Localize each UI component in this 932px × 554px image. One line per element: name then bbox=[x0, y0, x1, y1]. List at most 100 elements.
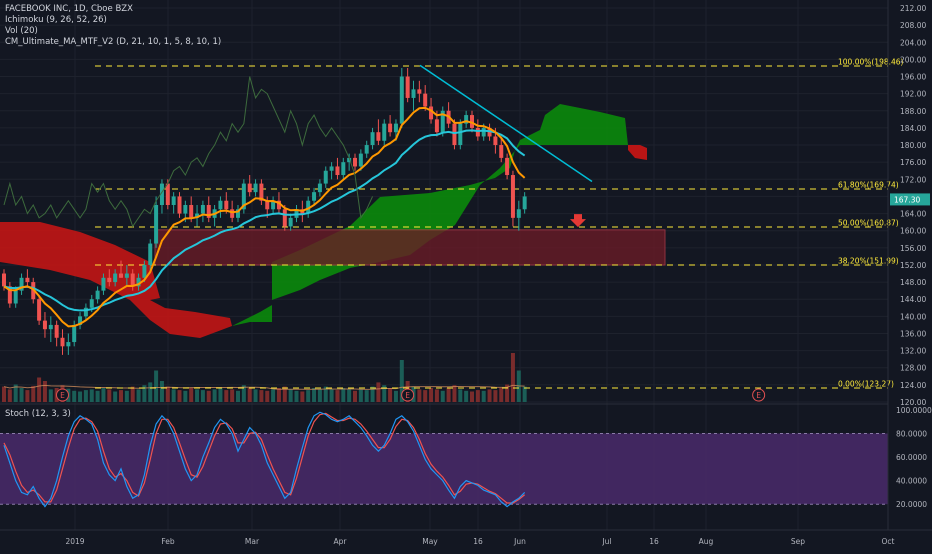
volume-bar bbox=[522, 386, 527, 402]
candle-body bbox=[458, 123, 463, 146]
candle-body bbox=[218, 200, 223, 210]
volume-bar bbox=[31, 385, 36, 402]
price-tick-label: 176.00 bbox=[900, 158, 926, 167]
chikou-line bbox=[3, 76, 374, 228]
volume-bar bbox=[2, 386, 6, 402]
fib-label: 38.20%(151.99) bbox=[838, 256, 899, 265]
candle-body bbox=[358, 153, 363, 167]
ichimoku-label[interactable]: Ichimoku (9, 26, 52, 26) bbox=[5, 15, 107, 25]
candle-body bbox=[510, 175, 515, 218]
volume-bar bbox=[481, 390, 486, 402]
trendline bbox=[419, 64, 593, 183]
moving-averages bbox=[3, 76, 526, 328]
candle-body bbox=[136, 277, 141, 287]
volume-bar bbox=[335, 390, 340, 402]
current-price-badge bbox=[890, 193, 930, 206]
candle-body bbox=[493, 136, 498, 146]
volume-bar bbox=[154, 370, 159, 402]
volume-bar bbox=[165, 386, 170, 402]
volume-bar bbox=[388, 388, 393, 402]
volume-bar bbox=[429, 388, 434, 402]
ma-label[interactable]: CM_Ultimate_MA_MTF_V2 (D, 21, 10, 1, 5, … bbox=[5, 37, 222, 47]
candle-body bbox=[411, 89, 416, 98]
volume-bar bbox=[142, 385, 147, 402]
price-tick-label: 192.00 bbox=[900, 90, 926, 99]
volume-bar bbox=[312, 388, 317, 402]
candle-body bbox=[329, 166, 334, 171]
price-tick-label: 180.00 bbox=[900, 141, 926, 150]
candle-body bbox=[499, 145, 504, 158]
candle-body bbox=[13, 290, 18, 304]
fibonacci-levels: 100.00%(198.46) 61.80%(169.74) 50.00%(160.… bbox=[95, 57, 904, 389]
candle-body bbox=[7, 286, 12, 304]
price-tick-label: 152.00 bbox=[900, 261, 926, 270]
time-tick-label: Jul bbox=[601, 537, 611, 546]
volume-bar bbox=[317, 389, 322, 402]
volume-bar bbox=[7, 389, 12, 402]
volume-bar bbox=[475, 390, 480, 402]
candle-body bbox=[347, 157, 352, 163]
volume-bar bbox=[72, 390, 77, 402]
volume-bar bbox=[206, 390, 211, 402]
volume-label[interactable]: Vol (20) bbox=[5, 26, 38, 36]
current-price-label: 167.30 bbox=[894, 195, 920, 204]
earnings-marker-label: E bbox=[60, 391, 65, 400]
volume-bar bbox=[323, 386, 328, 402]
volume-bar bbox=[306, 390, 311, 402]
candle-body bbox=[323, 170, 328, 184]
candle-body bbox=[253, 183, 258, 193]
candle-body bbox=[130, 273, 135, 287]
candle-body bbox=[440, 110, 445, 133]
candle-body bbox=[382, 123, 387, 141]
fib-label: 61.80%(169.74) bbox=[838, 180, 899, 189]
candle-body bbox=[124, 273, 129, 278]
volume-bar bbox=[236, 390, 240, 402]
candle-body bbox=[405, 76, 410, 98]
volume-bar bbox=[183, 390, 188, 402]
candle-body bbox=[177, 196, 182, 214]
candle-body bbox=[101, 277, 106, 291]
price-tick-label: 160.00 bbox=[900, 227, 926, 236]
volume-bar bbox=[470, 391, 474, 402]
volume-bar bbox=[136, 389, 141, 402]
stoch-label[interactable]: Stoch (12, 3, 3) bbox=[5, 409, 71, 419]
volume-bar bbox=[499, 388, 504, 402]
price-tick-label: 208.00 bbox=[900, 21, 926, 30]
price-tick-label: 184.00 bbox=[900, 124, 926, 133]
price-tick-label: 200.00 bbox=[900, 55, 926, 64]
price-tick-label: 132.00 bbox=[900, 347, 926, 356]
volume-bar bbox=[218, 388, 223, 402]
candle-body bbox=[48, 324, 53, 330]
down-arrow-icon bbox=[570, 214, 586, 228]
time-tick-label: 2019 bbox=[65, 537, 84, 546]
cloud-red-future bbox=[628, 145, 647, 160]
candle-body bbox=[113, 273, 118, 283]
candle-body bbox=[72, 324, 77, 343]
candle-body bbox=[60, 337, 65, 347]
candle-body bbox=[200, 205, 205, 214]
candle-body bbox=[481, 127, 486, 137]
candle-body bbox=[154, 205, 159, 244]
price-tick-label: 128.00 bbox=[900, 364, 926, 373]
candle-body bbox=[265, 200, 270, 210]
candle-body bbox=[434, 119, 439, 133]
volume-bar bbox=[19, 388, 24, 402]
candle-body bbox=[119, 273, 123, 278]
time-tick-label: Mar bbox=[245, 537, 260, 546]
volume-bar bbox=[382, 385, 387, 402]
candle-body bbox=[306, 200, 311, 214]
volume-bar bbox=[224, 390, 229, 402]
volume-bar bbox=[452, 385, 457, 402]
time-tick-label: Aug bbox=[699, 537, 714, 546]
volume-bar bbox=[212, 389, 217, 402]
time-tick-label: Jun bbox=[513, 537, 526, 546]
volume-bar bbox=[271, 389, 276, 402]
volume-bar bbox=[464, 390, 469, 402]
volume-bar bbox=[230, 389, 235, 402]
candle-body bbox=[282, 209, 287, 227]
candle-body bbox=[341, 162, 346, 176]
symbol-title[interactable]: FACEBOOK INC, 1D, Cboe BZX bbox=[5, 4, 133, 14]
price-tick-label: 204.00 bbox=[900, 38, 926, 47]
